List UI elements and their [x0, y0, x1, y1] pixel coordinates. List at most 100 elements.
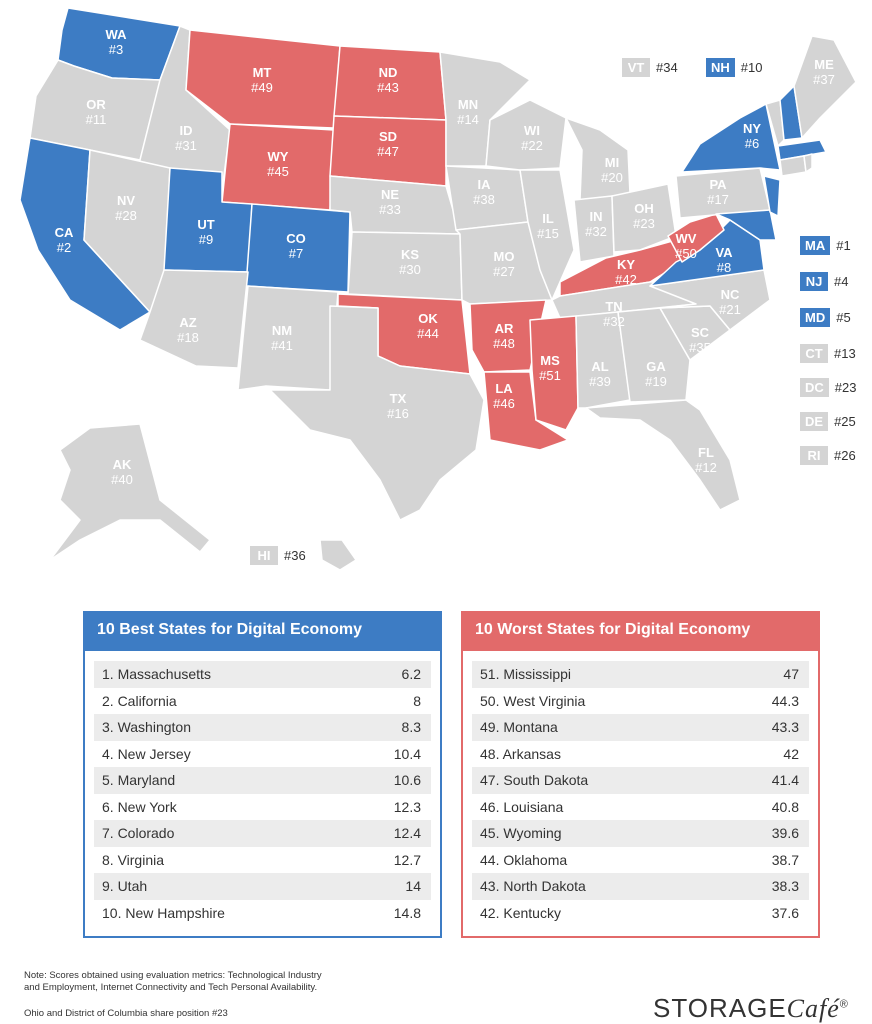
- row-state-name: 6. New York: [102, 798, 177, 815]
- row-state-name: 10. New Hampshire: [102, 904, 225, 921]
- badge-abbr: NJ: [800, 272, 828, 291]
- state-abbr: PA: [709, 177, 727, 192]
- row-state-name: 47. South Dakota: [480, 772, 589, 789]
- worst-states-title: 10 Worst States for Digital Economy: [463, 613, 818, 651]
- state-label-ak: AK #40: [111, 457, 133, 487]
- state-rank: #44: [417, 326, 439, 341]
- map-shapes: [19, 7, 857, 571]
- row-state-name: 49. Montana: [480, 719, 558, 736]
- state-label-mi: MI #20: [601, 155, 623, 185]
- state-label-id: ID #31: [175, 123, 197, 153]
- state-label-az: AZ #18: [177, 315, 199, 345]
- state-LA: [483, 371, 569, 451]
- badge-nh: NH #10: [706, 58, 762, 77]
- row-score: 14: [405, 878, 421, 895]
- state-rank: #23: [633, 216, 655, 231]
- state-abbr: LA: [495, 381, 513, 396]
- state-abbr: MS: [540, 353, 560, 368]
- row-score: 8.3: [401, 719, 421, 736]
- table-row: 49. Montana 43.3: [472, 714, 809, 741]
- table-row: 5. Maryland 10.6: [94, 767, 431, 794]
- state-label-mt: MT #49: [251, 65, 273, 95]
- row-state-name: 9. Utah: [102, 878, 148, 895]
- state-rank: #49: [251, 80, 273, 95]
- table-row: 1. Massachusetts 6.2: [94, 661, 431, 688]
- state-rank: #9: [198, 232, 214, 247]
- badge-rank: #1: [836, 238, 851, 253]
- badge-hi: HI #36: [250, 546, 306, 565]
- table-row: 3. Washington 8.3: [94, 714, 431, 741]
- state-rank: #11: [85, 112, 107, 127]
- state-label-ca: CA #2: [55, 225, 74, 255]
- state-label-sd: SD #47: [377, 129, 399, 159]
- state-label-or: OR #11: [86, 97, 107, 127]
- badge-rank: #26: [834, 448, 856, 463]
- state-rank: #3: [108, 42, 124, 57]
- row-score: 44.3: [771, 692, 799, 709]
- row-score: 6.2: [401, 666, 421, 683]
- state-MT: [185, 29, 341, 129]
- state-rank: #47: [377, 144, 399, 159]
- table-row: 46. Louisiana 40.8: [472, 794, 809, 821]
- state-label-ar: AR #48: [493, 321, 515, 351]
- state-rank: #17: [707, 192, 729, 207]
- badge-ct: CT #13: [800, 344, 856, 363]
- state-label-wv: WV #50: [675, 231, 697, 261]
- state-rank: #39: [589, 374, 611, 389]
- state-label-fl: FL #12: [695, 445, 717, 475]
- state-rank: #32: [585, 224, 607, 239]
- state-abbr: UT: [197, 217, 215, 232]
- state-abbr: MN: [457, 97, 479, 112]
- worst-states-list: 51. Mississippi 47 50. West Virginia 44.3 49…: [463, 651, 818, 936]
- state-rank: #28: [115, 208, 137, 223]
- us-map: [19, 7, 857, 571]
- row-score: 10.6: [393, 772, 421, 789]
- badge-abbr: NH: [706, 58, 735, 77]
- state-abbr: SD: [378, 129, 398, 144]
- badge-ma: MA #1: [800, 236, 851, 255]
- state-rank: #22: [521, 138, 543, 153]
- state-rank: #33: [379, 202, 401, 217]
- badge-abbr: MD: [800, 308, 831, 327]
- row-score: 12.7: [393, 851, 421, 868]
- row-state-name: 51. Mississippi: [480, 666, 572, 683]
- state-rank: #51: [539, 368, 561, 383]
- state-label-al: AL #39: [589, 359, 611, 389]
- state-abbr: WA: [105, 27, 127, 42]
- table-row: 42. Kentucky 37.6: [472, 900, 809, 927]
- row-score: 38.7: [771, 851, 799, 868]
- table-row: 44. Oklahoma 38.7: [472, 847, 809, 874]
- state-NJ: [763, 175, 781, 217]
- row-state-name: 2. California: [102, 692, 177, 709]
- badge-vt: VT #34: [622, 58, 678, 77]
- state-rank: #38: [473, 192, 495, 207]
- row-score: 38.3: [771, 878, 799, 895]
- state-AR: [469, 299, 547, 373]
- state-label-ks: KS #30: [399, 247, 421, 277]
- state-abbr: VA: [715, 245, 733, 260]
- badge-nj: NJ #4: [800, 272, 848, 291]
- state-GA: [617, 307, 691, 403]
- state-AZ: [139, 269, 249, 369]
- row-score: 42: [783, 745, 799, 762]
- state-rank: #40: [111, 472, 133, 487]
- row-score: 10.4: [393, 745, 421, 762]
- worst-states-panel: 10 Worst States for Digital Economy 51. …: [461, 611, 820, 938]
- footnote-tie: Ohio and District of Columbia share posi…: [24, 1008, 228, 1019]
- badge-rank: #25: [834, 414, 856, 429]
- state-label-co: CO #7: [286, 231, 306, 261]
- row-state-name: 50. West Virginia: [480, 692, 586, 709]
- state-AK: [49, 423, 211, 561]
- brand-main: STORAGE: [653, 993, 787, 1023]
- state-abbr: ND: [378, 65, 398, 80]
- state-abbr: KY: [616, 257, 636, 272]
- state-FL: [585, 399, 741, 511]
- state-label-mo: MO #27: [493, 249, 515, 279]
- footnote-line-1: Note: Scores obtained using evaluation m…: [24, 970, 322, 981]
- badge-de: DE #25: [800, 412, 856, 431]
- state-abbr: AL: [591, 359, 609, 374]
- state-abbr: TN: [605, 299, 623, 314]
- state-abbr: NC: [720, 287, 740, 302]
- state-rank: #27: [493, 264, 515, 279]
- state-abbr: CO: [286, 231, 306, 246]
